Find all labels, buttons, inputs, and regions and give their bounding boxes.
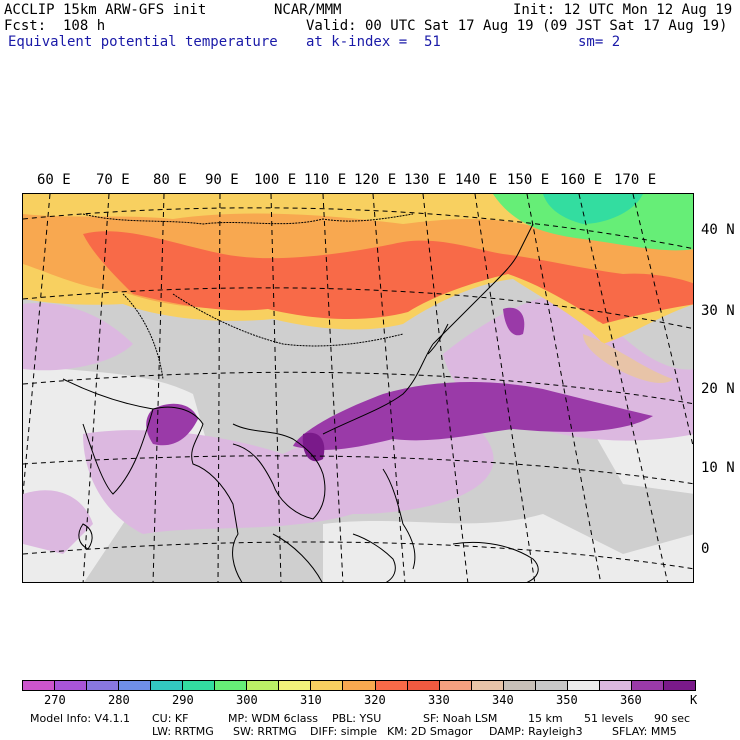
lon-label: 70 E (96, 172, 130, 188)
footer-item: SF: Noah LSM (423, 712, 498, 725)
colorbar-tick: 270 (44, 693, 66, 707)
map-panel (22, 193, 694, 583)
footer-item: DAMP: Rayleigh3 (489, 725, 583, 738)
footer-item: PBL: YSU (332, 712, 382, 725)
field-name: Equivalent potential temperature (8, 34, 278, 50)
colorbar-swatch (407, 681, 440, 690)
lon-label: 140 E (455, 172, 498, 188)
lat-label: 20 N (701, 381, 735, 397)
colorbar-swatch (183, 681, 216, 690)
colorbar-swatch (439, 681, 472, 690)
lat-label: 30 N (701, 303, 735, 319)
init-time: Init: 12 UTC Mon 12 Aug 19 (513, 2, 733, 18)
colorbar-swatch (631, 681, 664, 690)
colorbar-swatch (311, 681, 344, 690)
footer-item: SFLAY: MM5 (612, 725, 677, 738)
colorbar-swatch (535, 681, 568, 690)
colorbar-swatch (343, 681, 376, 690)
colorbar-tick: 300 (236, 693, 258, 707)
valid-time: Valid: 00 UTC Sat 17 Aug 19 (09 JST Sat … (306, 18, 728, 34)
footer-item: 90 sec (654, 712, 691, 725)
colorbar-swatch (599, 681, 632, 690)
lon-label: 150 E (507, 172, 550, 188)
colorbar-tick: 310 (300, 693, 322, 707)
colorbar-tick: 340 (492, 693, 514, 707)
level-label: at k-index = 51 (306, 34, 441, 50)
model-title: ACCLIP 15km ARW-GFS init (4, 2, 207, 18)
lon-label: 170 E (614, 172, 657, 188)
footer-item: DIFF: simple (310, 725, 378, 738)
org-label: NCAR/MMM (274, 2, 342, 18)
colorbar (22, 680, 696, 691)
lon-label: 160 E (560, 172, 603, 188)
colorbar-swatch (151, 681, 184, 690)
colorbar-swatch (23, 681, 56, 690)
colorbar-swatch (55, 681, 88, 690)
footer-item: Model Info: V4.1.1 (30, 712, 131, 725)
footer-item: LW: RRTMG (152, 725, 214, 738)
lon-label: 110 E (304, 172, 347, 188)
colorbar-swatch (279, 681, 312, 690)
footer-item: SW: RRTMG (233, 725, 297, 738)
lon-label: 90 E (205, 172, 239, 188)
lon-label: 130 E (404, 172, 447, 188)
lon-label: 60 E (37, 172, 71, 188)
lon-label: 80 E (153, 172, 187, 188)
colorbar-tick: 320 (364, 693, 386, 707)
forecast-hour: Fcst: 108 h (4, 18, 106, 34)
colorbar-swatch (567, 681, 600, 690)
colorbar-tick: 330 (428, 693, 450, 707)
lon-label: 100 E (254, 172, 297, 188)
colorbar-swatch (503, 681, 536, 690)
colorbar-swatch (119, 681, 152, 690)
smoothing-label: sm= 2 (578, 34, 621, 50)
colorbar-tick: 360 (620, 693, 642, 707)
lat-label: 0 (701, 541, 710, 557)
footer-item: 51 levels (584, 712, 634, 725)
colorbar-swatch (87, 681, 120, 690)
lat-label: 10 N (701, 460, 735, 476)
theta-e-field (23, 194, 693, 582)
colorbar-swatch (663, 681, 695, 690)
colorbar-swatch (247, 681, 280, 690)
colorbar-unit: K (690, 693, 698, 707)
colorbar-swatch (375, 681, 408, 690)
colorbar-swatch (471, 681, 504, 690)
footer-item: MP: WDM 6class (228, 712, 318, 725)
colorbar-tick: 280 (108, 693, 130, 707)
colorbar-tick: 290 (172, 693, 194, 707)
footer-item: KM: 2D Smagor (387, 725, 473, 738)
footer-item: CU: KF (152, 712, 189, 725)
lat-label: 40 N (701, 222, 735, 238)
colorbar-swatch (215, 681, 248, 690)
footer-item: 15 km (528, 712, 563, 725)
colorbar-tick: 350 (556, 693, 578, 707)
lon-label: 120 E (354, 172, 397, 188)
